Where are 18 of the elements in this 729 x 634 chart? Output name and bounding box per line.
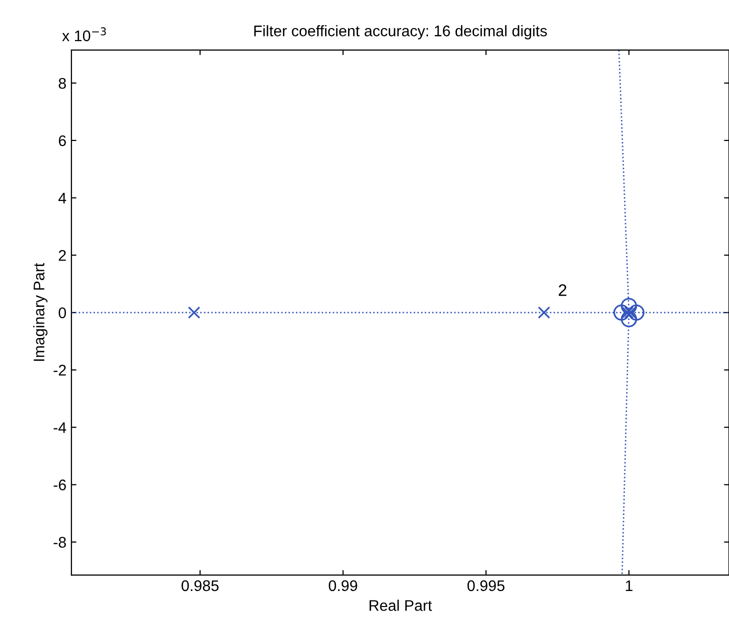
x-tick-label: 0.99 — [328, 580, 358, 592]
x-axis-title: Real Part — [370, 600, 432, 611]
y-tick-label: 4 — [58, 192, 66, 204]
y-tick-label: 8 — [58, 78, 66, 89]
y-tick-label: -2 — [54, 364, 66, 376]
text: x 10$^{−3}$ — [62, 27, 106, 42]
x-tick-label: 1 — [626, 580, 632, 591]
y-tick-label: -6 — [54, 480, 66, 490]
chart-title: Filter coefficient accuracy: 16 decimal digits — [254, 25, 547, 40]
y-axis-title: Imaginary Part — [33, 263, 48, 361]
y-tick-label: 0 — [58, 307, 66, 318]
y-tick-label: 6 — [58, 135, 66, 146]
y-tick-label: 2 — [58, 250, 66, 261]
annotation: 2 — [558, 284, 566, 296]
y-tick-label: -8 — [54, 536, 66, 548]
x-tick-label: 0.995 — [467, 580, 504, 592]
x-tick-label: 0.985 — [182, 580, 219, 592]
y-tick-label: -4 — [54, 422, 66, 433]
